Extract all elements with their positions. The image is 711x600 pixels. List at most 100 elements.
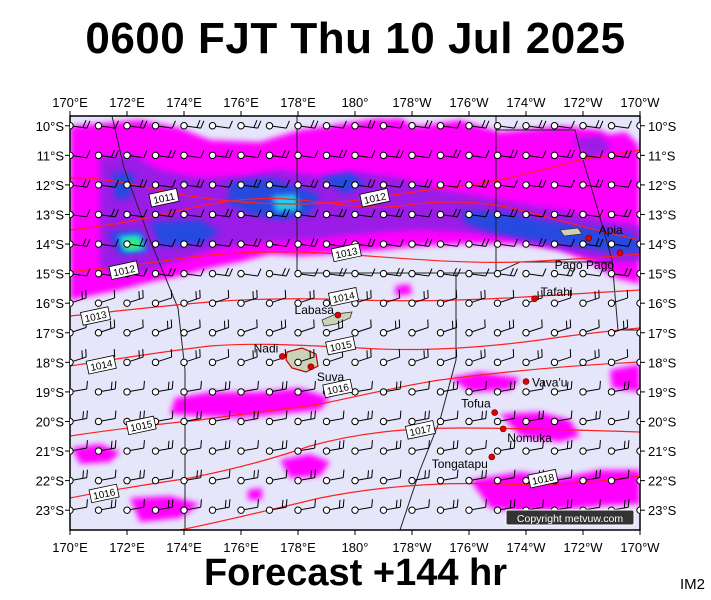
wind-barb — [70, 268, 91, 278]
wind-barb — [94, 179, 119, 189]
wind-barb — [636, 329, 640, 337]
wind-barb — [636, 476, 640, 485]
lat-label-left: 18°S — [36, 355, 65, 370]
wind-barb — [436, 120, 461, 130]
wind-barb — [322, 179, 347, 189]
isobar-value: 1016 — [326, 382, 350, 397]
lat-label-right: 14°S — [648, 237, 677, 252]
wind-barb — [408, 410, 430, 426]
lon-label-bottom: 172°W — [563, 540, 603, 555]
wind-barb — [579, 120, 604, 130]
wind-barb — [550, 208, 575, 219]
lon-label-top: 170°W — [620, 95, 660, 110]
wind-barb — [522, 150, 547, 160]
wind-barb — [522, 179, 547, 189]
wind-barb — [265, 149, 290, 160]
isobar-label: 1013 — [330, 242, 362, 263]
wind-barb — [322, 319, 344, 337]
wind-barbs — [70, 120, 640, 514]
wind-barb — [579, 238, 604, 248]
lat-label-right: 10°S — [648, 119, 677, 134]
wind-barb — [151, 469, 174, 485]
wind-barb — [408, 150, 433, 160]
wind-barb — [465, 209, 490, 219]
wind-barb — [579, 209, 604, 219]
wind-barb — [607, 179, 632, 189]
wind-barb — [322, 499, 345, 514]
isobar-value: 1015 — [329, 339, 353, 354]
wind-barb — [180, 120, 205, 130]
place-markers: Apia Pago Pago Tafahi Labasa Nadi Suva Vava'u T… — [254, 223, 624, 471]
wind-barb — [465, 289, 486, 307]
lon-label-bottom: 178°E — [280, 540, 316, 555]
lat-label-right: 18°S — [648, 355, 677, 370]
wind-barb — [265, 440, 288, 455]
wind-barb — [351, 319, 372, 337]
wind-barb — [436, 349, 458, 367]
wind-barb — [123, 289, 144, 307]
wind-barb — [550, 410, 573, 426]
lon-label-top: 172°W — [563, 95, 603, 110]
wind-barb — [408, 179, 433, 189]
wind-barb — [351, 268, 376, 278]
wind-barb — [70, 179, 91, 189]
wind-barb — [636, 122, 640, 130]
wind-barb — [294, 289, 315, 307]
wind-barb — [636, 181, 640, 189]
wind-barb — [408, 349, 429, 367]
wind-barb — [351, 120, 376, 130]
lon-label-top: 178°W — [392, 95, 432, 110]
wind-barb — [265, 349, 287, 367]
place-tofua: Tofua — [461, 397, 498, 416]
wind-barb — [379, 319, 401, 337]
lat-label-right: 13°S — [648, 207, 677, 222]
place-dot-icon — [491, 409, 498, 416]
wind-barb — [208, 149, 233, 160]
wind-barb — [408, 120, 433, 130]
place-dot-icon — [307, 363, 315, 371]
wind-barb — [265, 499, 288, 514]
lon-label-bottom: 174°E — [166, 540, 202, 555]
wind-barb — [151, 238, 176, 248]
place-vava-u: Vava'u — [522, 376, 567, 390]
wind-barb — [208, 380, 231, 396]
wind-barb — [550, 149, 575, 160]
copyright-box: Copyright metvuw.com — [505, 509, 635, 526]
wind-barb — [436, 499, 459, 514]
wind-barb — [94, 149, 119, 160]
wind-barb — [208, 179, 233, 189]
lat-label-left: 23°S — [36, 503, 65, 518]
longitude-labels-top: 170°E 172°E 174°E 176°E 178°E 180° 178°W 176°W 1… — [52, 95, 660, 110]
wind-barb — [493, 149, 518, 160]
wind-barb — [208, 319, 230, 337]
wind-barb — [636, 358, 640, 367]
wind-barb — [493, 499, 516, 514]
copyright-text: Copyright metvuw.com — [517, 513, 623, 525]
wind-barb — [322, 267, 347, 278]
lat-label-right: 11°S — [648, 148, 676, 163]
wind-barb — [550, 380, 573, 396]
isobar-value: 1017 — [409, 424, 433, 439]
wind-barb — [522, 238, 547, 248]
wind-barb — [465, 499, 487, 514]
lon-label-bottom: 172°E — [109, 540, 145, 555]
wind-barb — [294, 349, 315, 367]
place-tafahi: Tafahi — [531, 285, 573, 303]
wind-barb — [265, 410, 288, 426]
wind-barb — [180, 238, 205, 248]
wind-barb — [493, 208, 518, 219]
wind-barb — [550, 440, 573, 455]
wind-barb — [294, 380, 316, 396]
isobar-value: 1013 — [84, 310, 108, 325]
wind-barb — [70, 120, 91, 130]
lon-label-bottom: 176°E — [223, 540, 259, 555]
wind-barb — [151, 380, 174, 396]
wind-barb — [379, 289, 401, 307]
wind-barb — [180, 179, 205, 189]
place-dot-icon — [334, 311, 342, 319]
wind-barb — [408, 380, 430, 396]
wind-barb — [151, 289, 173, 307]
wind-barb — [607, 267, 632, 278]
wind-barb — [322, 120, 347, 130]
isobar-value: 1014 — [90, 358, 114, 373]
